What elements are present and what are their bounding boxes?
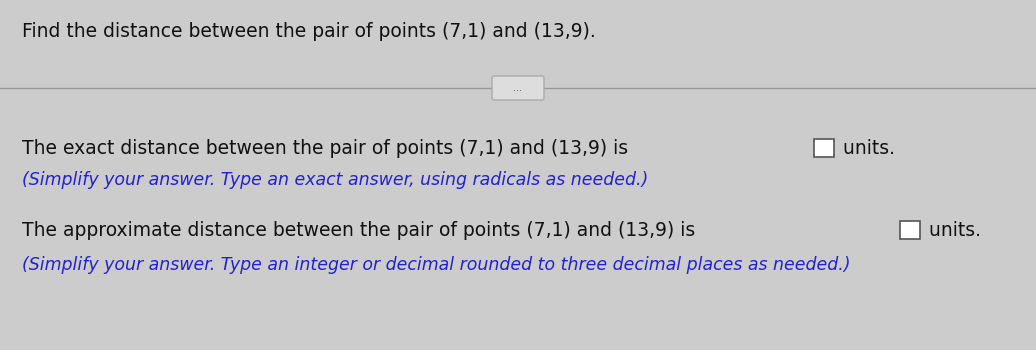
Text: units.: units. [923,220,981,239]
FancyBboxPatch shape [492,76,544,100]
Text: (Simplify your answer. Type an exact answer, using radicals as needed.): (Simplify your answer. Type an exact ans… [22,171,649,189]
Text: The approximate distance between the pair of points (7,1) and (13,9) is: The approximate distance between the pai… [22,220,701,239]
Text: (Simplify your answer. Type an integer or decimal rounded to three decimal place: (Simplify your answer. Type an integer o… [22,256,851,274]
Text: units.: units. [837,139,895,158]
FancyBboxPatch shape [900,221,920,239]
FancyBboxPatch shape [814,139,834,157]
Text: ...: ... [514,83,522,93]
Text: The exact distance between the pair of points (7,1) and (13,9) is: The exact distance between the pair of p… [22,139,634,158]
Text: Find the distance between the pair of points (7,1) and (13,9).: Find the distance between the pair of po… [22,22,596,41]
